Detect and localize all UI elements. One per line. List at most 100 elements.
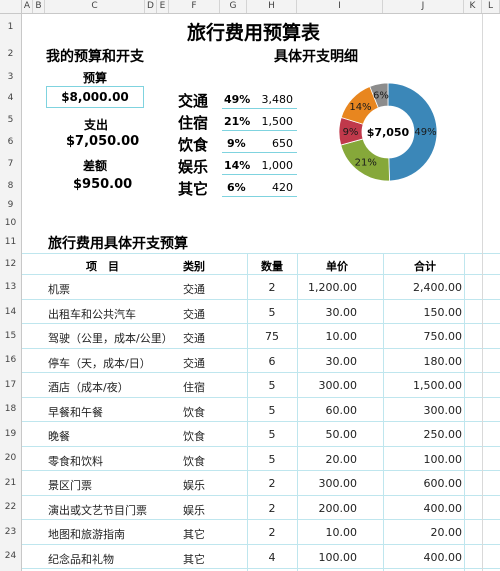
cell-total[interactable]: 750.00	[423, 330, 463, 343]
cell-item[interactable]: 出租车和公共汽车	[48, 308, 136, 321]
cell-item[interactable]: 晚餐	[48, 430, 70, 443]
row-header-2[interactable]: 2	[7, 49, 14, 59]
cell-total[interactable]: 2,400.00	[413, 281, 462, 294]
row-header-23[interactable]: 23	[4, 527, 17, 537]
cell-unit-price[interactable]: 100.00	[318, 551, 358, 564]
row-header-11[interactable]: 11	[4, 237, 17, 247]
row-header-21[interactable]: 21	[4, 478, 17, 488]
cell-quantity[interactable]: 5	[268, 379, 276, 392]
column-header-f[interactable]: F	[169, 0, 220, 13]
cell-item[interactable]: 酒店（成本/夜）	[48, 381, 129, 394]
cell-unit-price[interactable]: 60.00	[325, 404, 358, 417]
column-header-j[interactable]: J	[383, 0, 464, 13]
row-header-24[interactable]: 24	[4, 551, 17, 561]
column-header-h[interactable]: H	[247, 0, 297, 13]
cell-total[interactable]: 20.00	[430, 526, 463, 539]
cell-item[interactable]: 停车（天，成本/日）	[48, 357, 151, 370]
cell-item[interactable]: 零食和饮料	[48, 455, 103, 468]
column-header-l[interactable]: L	[482, 0, 500, 13]
cell-unit-price[interactable]: 30.00	[325, 355, 358, 368]
cell-total[interactable]: 100.00	[423, 453, 463, 466]
cell-category[interactable]: 住宿	[183, 381, 205, 394]
cell-total[interactable]: 150.00	[423, 306, 463, 319]
cell-total[interactable]: 400.00	[423, 551, 463, 564]
row-header-16[interactable]: 16	[4, 355, 17, 365]
cell-item[interactable]: 演出或文艺节目门票	[48, 504, 147, 517]
row-header-12[interactable]: 12	[4, 259, 17, 269]
column-header-c[interactable]: C	[45, 0, 145, 13]
cell-item[interactable]: 机票	[48, 283, 70, 296]
column-header-g[interactable]: G	[220, 0, 247, 13]
cell-item[interactable]: 纪念品和礼物	[48, 553, 114, 566]
cell-unit-price[interactable]: 300.00	[318, 477, 358, 490]
cell-item[interactable]: 地图和旅游指南	[48, 528, 125, 541]
cell-category[interactable]: 交通	[183, 332, 205, 345]
cell-item[interactable]: 景区门票	[48, 479, 92, 492]
column-header-a[interactable]: A	[22, 0, 33, 13]
cell-total[interactable]: 1,500.00	[413, 379, 462, 392]
row-header-7[interactable]: 7	[7, 159, 14, 169]
cell-category[interactable]: 其它	[183, 528, 205, 541]
row-header-15[interactable]: 15	[4, 331, 17, 341]
cell-unit-price[interactable]: 200.00	[318, 502, 358, 515]
cell-quantity[interactable]: 75	[265, 330, 279, 343]
cell-category[interactable]: 交通	[183, 357, 205, 370]
row-header-17[interactable]: 17	[4, 380, 17, 390]
cell-category[interactable]: 交通	[183, 283, 205, 296]
cell-quantity[interactable]: 5	[268, 306, 276, 319]
cell-quantity[interactable]: 2	[268, 526, 276, 539]
cell-quantity[interactable]: 4	[268, 551, 276, 564]
cell-unit-price[interactable]: 1,200.00	[308, 281, 357, 294]
cell-total[interactable]: 300.00	[423, 404, 463, 417]
cell-category[interactable]: 娱乐	[183, 479, 205, 492]
row-header-20[interactable]: 20	[4, 453, 17, 463]
select-all-corner[interactable]	[0, 0, 22, 13]
row-header-3[interactable]: 3	[7, 72, 14, 82]
column-header-k[interactable]: K	[464, 0, 482, 13]
cell-total[interactable]: 250.00	[423, 428, 463, 441]
row-header-18[interactable]: 18	[4, 404, 17, 414]
cell-category[interactable]: 饮食	[183, 406, 205, 419]
cell-category[interactable]: 饮食	[183, 430, 205, 443]
row-header-9[interactable]: 9	[7, 200, 14, 210]
cell-category[interactable]: 饮食	[183, 455, 205, 468]
row-header-13[interactable]: 13	[4, 282, 17, 292]
cell-item[interactable]: 驾驶（公里，成本/公里）	[48, 332, 173, 345]
cell-quantity[interactable]: 2	[268, 477, 276, 490]
cell-unit-price[interactable]: 50.00	[325, 428, 358, 441]
row-header-8[interactable]: 8	[7, 181, 14, 191]
row-header-5[interactable]: 5	[7, 115, 14, 125]
cell-unit-price[interactable]: 10.00	[325, 330, 358, 343]
cell-category[interactable]: 其它	[183, 553, 205, 566]
cell-unit-price[interactable]: 20.00	[325, 453, 358, 466]
cell-quantity[interactable]: 5	[268, 453, 276, 466]
row-header-22[interactable]: 22	[4, 502, 17, 512]
cell-item[interactable]: 早餐和午餐	[48, 406, 103, 419]
category-percent: 9%	[227, 137, 246, 150]
row-header-19[interactable]: 19	[4, 429, 17, 439]
cell-unit-price[interactable]: 30.00	[325, 306, 358, 319]
cell-quantity[interactable]: 2	[268, 502, 276, 515]
cell-quantity[interactable]: 5	[268, 404, 276, 417]
cell-category[interactable]: 娱乐	[183, 504, 205, 517]
cell-total[interactable]: 180.00	[423, 355, 463, 368]
row-header-4[interactable]: 4	[7, 93, 14, 103]
row-header-1[interactable]: 1	[7, 22, 14, 32]
column-header-b[interactable]: B	[33, 0, 45, 13]
row-header-10[interactable]: 10	[4, 218, 17, 228]
cell-unit-price[interactable]: 10.00	[325, 526, 358, 539]
cell-quantity[interactable]: 6	[268, 355, 276, 368]
column-header-i[interactable]: I	[297, 0, 383, 13]
category-underline	[222, 108, 297, 109]
budget-value-cell[interactable]: $8,000.00	[46, 86, 144, 108]
cell-unit-price[interactable]: 300.00	[318, 379, 358, 392]
cell-category[interactable]: 交通	[183, 308, 205, 321]
row-header-6[interactable]: 6	[7, 137, 14, 147]
column-header-e[interactable]: E	[157, 0, 169, 13]
cell-total[interactable]: 600.00	[423, 477, 463, 490]
cell-total[interactable]: 400.00	[423, 502, 463, 515]
row-header-14[interactable]: 14	[4, 307, 17, 317]
column-header-d[interactable]: D	[145, 0, 157, 13]
cell-quantity[interactable]: 5	[268, 428, 276, 441]
cell-quantity[interactable]: 2	[268, 281, 276, 294]
